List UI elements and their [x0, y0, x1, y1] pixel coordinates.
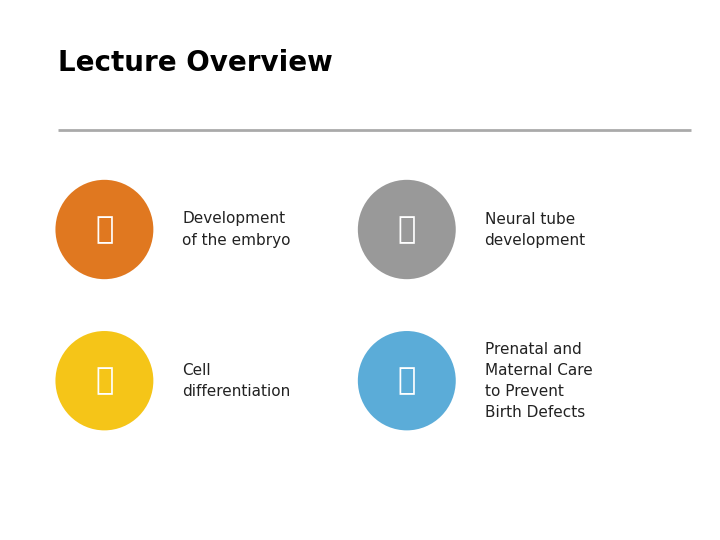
Text: Lecture Overview: Lecture Overview	[58, 49, 333, 77]
Text: Neural tube
development: Neural tube development	[485, 212, 585, 247]
Ellipse shape	[358, 180, 456, 279]
Ellipse shape	[55, 331, 153, 430]
Ellipse shape	[55, 180, 153, 279]
Text: Development
of the embryo: Development of the embryo	[182, 212, 291, 247]
Text: Prenatal and
Maternal Care
to Prevent
Birth Defects: Prenatal and Maternal Care to Prevent Bi…	[485, 342, 593, 420]
Text: Cell
differentiation: Cell differentiation	[182, 363, 290, 399]
Text: 🔬: 🔬	[95, 366, 114, 395]
Text: 📞: 📞	[397, 366, 416, 395]
Ellipse shape	[358, 331, 456, 430]
Text: 🚼: 🚼	[95, 215, 114, 244]
Text: 🧠: 🧠	[397, 215, 416, 244]
